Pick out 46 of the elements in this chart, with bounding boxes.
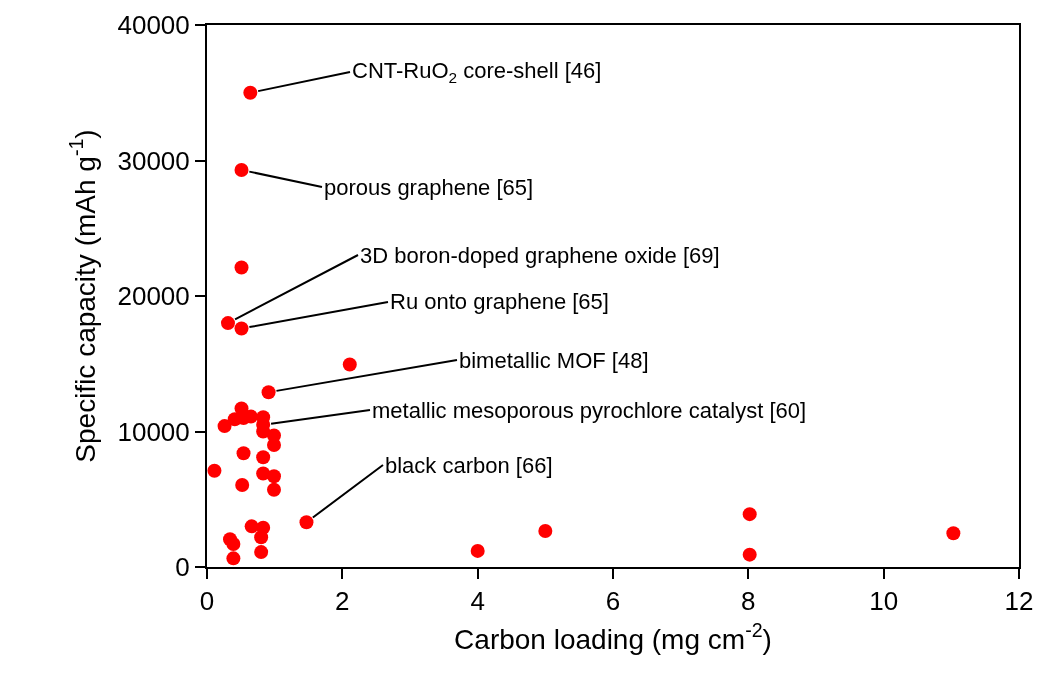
x-tick-label: 10	[869, 586, 899, 617]
point	[267, 482, 281, 497]
point	[234, 321, 249, 336]
point	[538, 523, 553, 538]
point	[226, 551, 241, 566]
annotation: bimetallic MOF [48]	[459, 348, 649, 373]
point	[267, 438, 281, 453]
point	[742, 507, 757, 522]
x-tick-label: 2	[335, 586, 350, 617]
annotation: metallic mesoporous pyrochlore catalyst [60]	[372, 398, 807, 423]
y-tick-label: 40000	[117, 10, 190, 41]
y-tick-label: 0	[175, 552, 190, 583]
point	[220, 316, 235, 331]
annotation: Ru onto graphene [65]	[390, 289, 609, 314]
annotation: 3D boron-doped graphene oxide [69]	[360, 243, 720, 268]
x-tick-label: 0	[199, 586, 215, 617]
x-tick-label: 4	[470, 586, 485, 617]
annotation: porous graphene [65]	[324, 175, 534, 200]
point	[234, 260, 249, 275]
x-tick-label: 6	[605, 586, 621, 617]
x-tick-label: 8	[741, 586, 756, 617]
annotation: black carbon [66]	[385, 453, 553, 478]
point	[267, 469, 281, 484]
y-tick-label: 20000	[117, 281, 190, 312]
point	[207, 463, 222, 478]
point	[470, 543, 485, 558]
x-tick-label: 12	[1004, 586, 1034, 617]
point	[217, 419, 232, 434]
point	[261, 385, 276, 400]
y-tick-label: 10000	[117, 416, 190, 447]
point	[254, 545, 269, 560]
point	[299, 515, 314, 530]
point	[742, 547, 757, 562]
x-axis-title: Carbon loading (mg cm$^{-2}$)	[454, 619, 772, 655]
point	[244, 519, 259, 534]
point	[256, 450, 271, 465]
point	[236, 446, 251, 461]
point	[946, 526, 961, 541]
point	[226, 536, 241, 551]
point	[243, 85, 258, 100]
point	[342, 357, 357, 372]
point	[254, 530, 269, 545]
point	[235, 478, 250, 493]
y-tick-label: 30000	[117, 145, 190, 176]
annotation: CNT-RuO$_{2}$ core-shell [46]	[352, 58, 602, 86]
point	[234, 162, 249, 177]
